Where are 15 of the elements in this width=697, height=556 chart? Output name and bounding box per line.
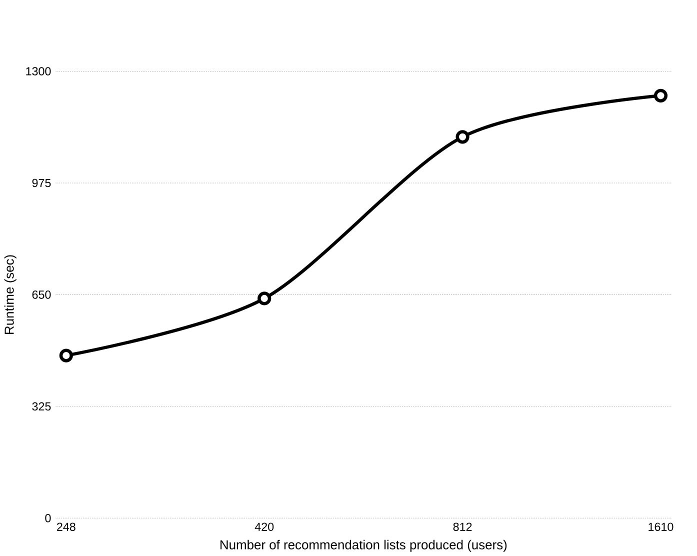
point	[654, 88, 668, 102]
x-axis-title: Number of recommendation lists produced (users)	[220, 540, 507, 552]
point	[456, 130, 470, 144]
point	[59, 348, 73, 362]
x-tick-label: 812	[453, 522, 472, 531]
y-tick-label: 1300	[26, 66, 51, 76]
x-tick-label: 1610	[648, 522, 674, 531]
y-tick-label: 650	[32, 290, 51, 299]
y-tick-label: 325	[32, 402, 51, 410]
x-tick-label: 248	[57, 522, 76, 531]
y-tick-label: 0	[45, 514, 51, 522]
point	[258, 292, 272, 306]
x-tick-label: 420	[254, 522, 274, 531]
y-axis-title: Runtime (sec)	[4, 255, 16, 334]
y-tick-label: 975	[32, 178, 51, 187]
